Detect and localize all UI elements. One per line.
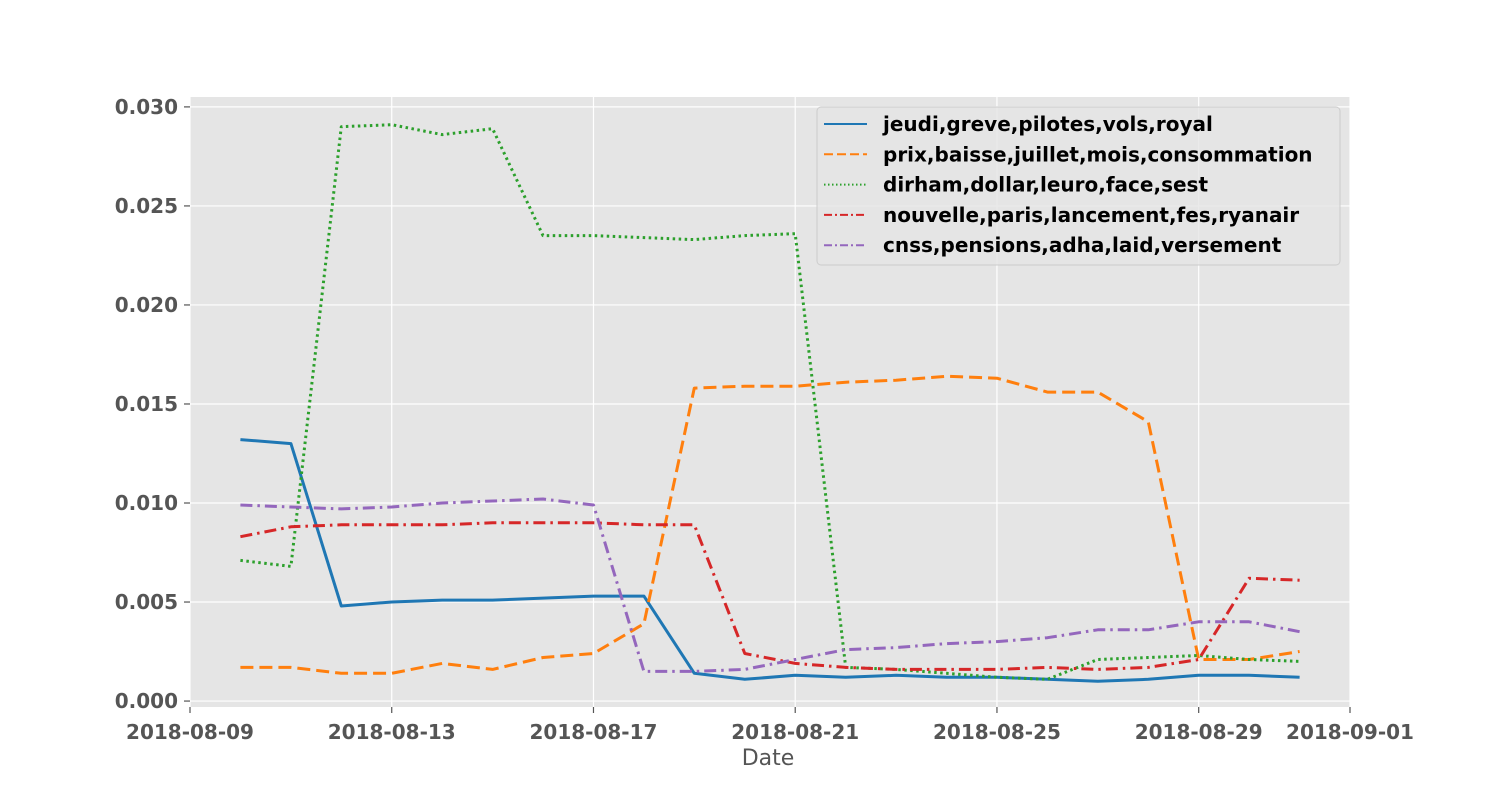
y-tick-label: 0.030: [115, 95, 178, 119]
series-line-2: [240, 374, 1300, 675]
y-tick-label: 0.025: [115, 194, 178, 218]
x-tick-label: 2018-08-29: [1135, 720, 1263, 744]
legend-box: [816, 106, 1341, 266]
series-line-5: [240, 497, 1300, 673]
x-tick-label: 2018-08-25: [933, 720, 1061, 744]
x-tick-label: 2018-08-17: [530, 720, 658, 744]
legend: jeudi,greve,pilotes,vols,royal prix,baiss…: [816, 106, 1341, 266]
legend-label: prix,baisse,juillet,mois,consommation: [883, 142, 1313, 166]
grid: [189, 97, 1351, 707]
legend-label: nouvelle,paris,lancement,fes,ryanair: [883, 203, 1299, 227]
series-lines: [240, 123, 1300, 683]
ticks: 0.000 0.005 0.010 0.015 0.020 0.025 0.030 2018-…: [115, 95, 1414, 744]
legend-label: jeudi,greve,pilotes,vols,royal: [882, 112, 1213, 136]
x-tick-label: 2018-09-01: [1286, 720, 1414, 744]
x-tick-label: 2018-08-21: [731, 720, 859, 744]
series-line-3: [240, 123, 1300, 681]
series-line-1: [240, 438, 1300, 683]
y-tick-label: 0.005: [115, 590, 178, 614]
legend-label: cnss,pensions,adha,laid,versement: [883, 233, 1282, 257]
y-tick-label: 0.015: [115, 392, 178, 416]
x-tick-label: 2018-08-13: [328, 720, 456, 744]
series-line-4: [240, 521, 1300, 671]
x-tick-label: 2018-08-09: [126, 720, 254, 744]
legend-label: dirham,dollar,leuro,face,sest: [883, 173, 1208, 197]
x-axis-label: Date: [742, 746, 795, 771]
y-tick-label: 0.010: [115, 491, 178, 515]
y-tick-label: 0.000: [115, 689, 178, 713]
y-tick-label: 0.020: [115, 293, 178, 317]
